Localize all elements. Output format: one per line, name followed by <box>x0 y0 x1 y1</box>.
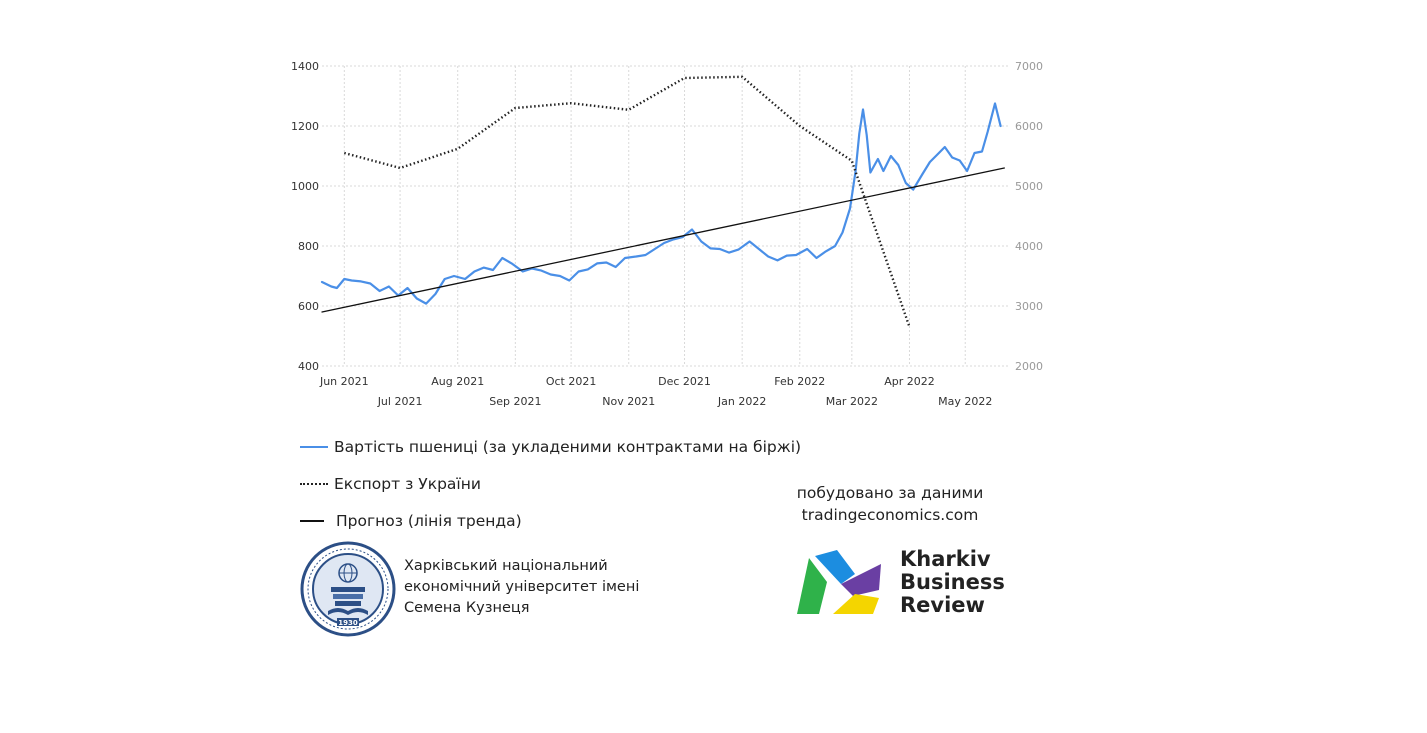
chart: 400 2000 600 3000 800 4000 1000 5000 1200 6000 140… <box>291 60 1043 408</box>
university-line-1: Харківський національний <box>404 558 608 574</box>
source-note: побудовано за даними tradingeconomics.co… <box>770 482 1010 526</box>
x-tick-label: Aug 2021 <box>431 375 484 388</box>
university-seal-logo: 1930 <box>300 541 396 637</box>
legend-swatch-wheat <box>300 445 328 448</box>
y-right-tick-label: 6000 <box>1015 120 1043 133</box>
kbr-wordmark: Kharkiv Business Review <box>900 548 1005 617</box>
y-left-tick-label: 600 <box>298 300 319 313</box>
legend-item-export[interactable]: Експорт з України <box>300 465 801 502</box>
y-right-tick-label: 5000 <box>1015 180 1043 193</box>
x-tick-label: May 2022 <box>938 395 992 408</box>
legend-label-wheat: Вартість пшениці (за укладеними контракт… <box>334 437 802 456</box>
y-right-tick-label: 2000 <box>1015 360 1043 373</box>
university-name: Харківський національний економічний уні… <box>404 556 639 619</box>
source-line-1: побудовано за даними <box>796 484 984 502</box>
source-line-2: tradingeconomics.com <box>801 506 979 524</box>
kbr-logo-mark <box>797 550 881 614</box>
x-tick-label: Feb 2022 <box>774 375 825 388</box>
y-right-tick-label: 3000 <box>1015 300 1043 313</box>
legend-label-export: Експорт з України <box>334 474 481 493</box>
kbr-word-1: Kharkiv <box>900 547 991 571</box>
university-line-3: Семена Кузнеця <box>404 600 530 616</box>
x-tick-label: Oct 2021 <box>546 375 597 388</box>
y-left-tick-label: 400 <box>298 360 319 373</box>
x-tick-label: Jul 2021 <box>377 395 423 408</box>
legend-swatch-export <box>300 482 328 485</box>
x-tick-label: Jun 2021 <box>319 375 369 388</box>
x-tick-label: Sep 2021 <box>489 395 541 408</box>
y-right-tick-label: 4000 <box>1015 240 1043 253</box>
trend-line <box>321 167 1005 313</box>
seal-year: 1930 <box>338 619 358 627</box>
kbr-word-2: Business <box>900 570 1005 594</box>
legend-item-wheat[interactable]: Вартість пшениці (за укладеними контракт… <box>300 428 801 465</box>
y-left-tick-label: 1400 <box>291 60 319 73</box>
legend-swatch-trend <box>300 519 324 522</box>
y-left-tick-label: 800 <box>298 240 319 253</box>
y-left-tick-label: 1200 <box>291 120 319 133</box>
wheat-price-line <box>320 102 1002 305</box>
x-tick-label: Jan 2022 <box>717 395 766 408</box>
y-right-tick-label: 7000 <box>1015 60 1043 73</box>
x-tick-label: Apr 2022 <box>884 375 935 388</box>
legend-label-trend: Прогноз (лінія тренда) <box>336 511 522 530</box>
legend: Вартість пшениці (за укладеними контракт… <box>300 428 801 539</box>
x-tick-label: Mar 2022 <box>826 395 878 408</box>
y-left-tick-label: 1000 <box>291 180 319 193</box>
x-tick-label: Nov 2021 <box>602 395 655 408</box>
x-tick-label: Dec 2021 <box>658 375 711 388</box>
university-line-2: економічний університет імені <box>404 579 640 595</box>
legend-item-trend[interactable]: Прогноз (лінія тренда) <box>300 502 801 539</box>
kbr-word-3: Review <box>900 593 985 617</box>
